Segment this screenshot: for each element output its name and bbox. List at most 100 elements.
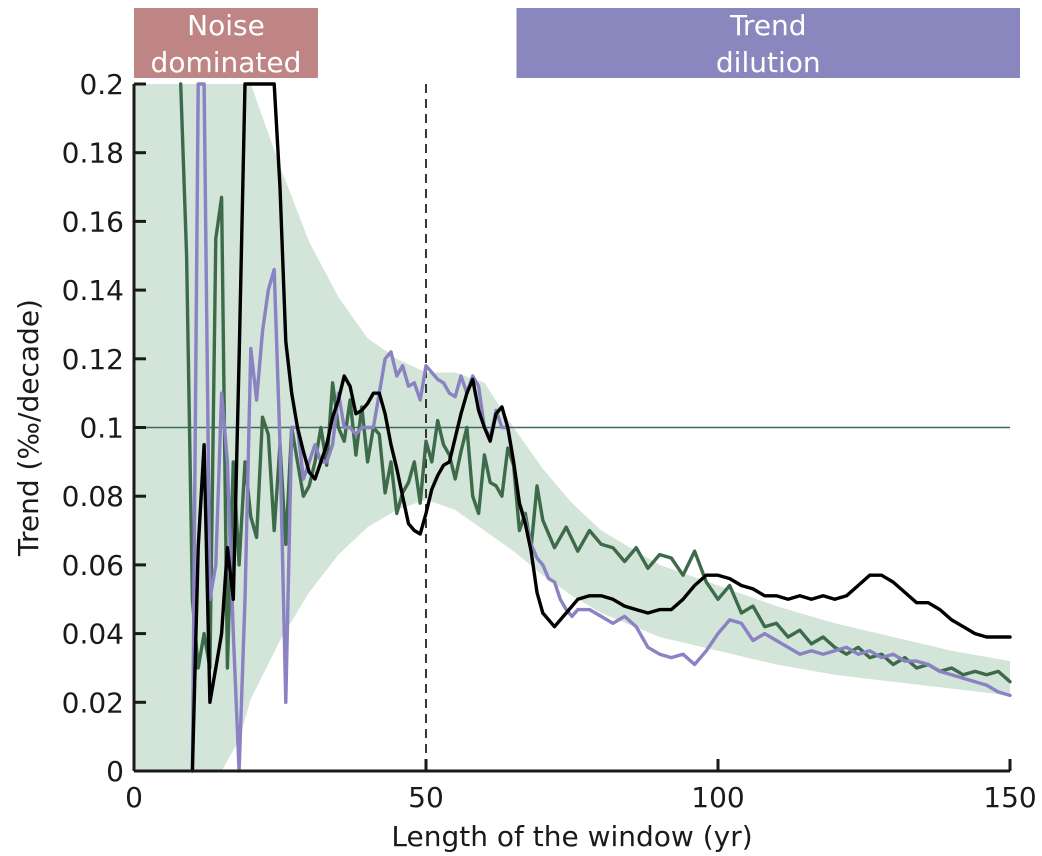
y-ticks: 0 0.02 0.04 0.06 0.08 0.1 0.12 0.14 0.16 0.18 0.2 bbox=[62, 68, 146, 788]
series-0-point bbox=[250, 516, 252, 518]
series-1-point bbox=[255, 399, 258, 401]
series-2-point bbox=[950, 619, 953, 621]
series-2-point bbox=[320, 461, 322, 463]
series-0-point bbox=[331, 382, 334, 384]
series-1-point bbox=[261, 330, 264, 333]
series-0-point bbox=[985, 674, 988, 676]
y-tick-label: 0.06 bbox=[62, 549, 124, 582]
series-2-point bbox=[302, 450, 305, 453]
series-0-point bbox=[915, 667, 918, 669]
series-0-point bbox=[524, 512, 527, 515]
x-tick-label: 150 bbox=[983, 781, 1036, 814]
series-1-point bbox=[419, 399, 422, 401]
series-2-point bbox=[787, 598, 789, 601]
series-0-point bbox=[845, 653, 848, 655]
series-0-point bbox=[273, 529, 276, 532]
series-1-point bbox=[407, 385, 410, 388]
region-label-0-1: dominated bbox=[151, 46, 302, 79]
series-2-point bbox=[728, 577, 731, 580]
series-layer bbox=[179, 82, 1012, 773]
series-2-point bbox=[483, 426, 486, 429]
series-2-point bbox=[822, 595, 824, 597]
series-0-point bbox=[466, 426, 468, 429]
series-2-point bbox=[331, 416, 334, 419]
series-1-point bbox=[904, 660, 906, 662]
series-2-point bbox=[915, 601, 918, 604]
series-0-point bbox=[215, 237, 217, 240]
y-tick-label: 0.12 bbox=[62, 343, 124, 376]
series-1-point bbox=[600, 615, 602, 618]
series-0-point bbox=[314, 461, 316, 463]
series-1-point bbox=[331, 443, 334, 446]
series-0-point bbox=[857, 646, 859, 649]
series-0-point bbox=[962, 674, 965, 676]
series-1-point bbox=[974, 680, 976, 683]
y-tick-label: 0.1 bbox=[79, 412, 124, 445]
series-2-point bbox=[407, 522, 410, 525]
series-2-point bbox=[542, 612, 544, 614]
series-2-point bbox=[238, 358, 240, 360]
series-1-point bbox=[471, 375, 474, 377]
series-2-point bbox=[471, 378, 474, 381]
series-1-point bbox=[985, 684, 988, 686]
series-1-point bbox=[355, 433, 357, 436]
series-1-point bbox=[740, 622, 743, 625]
series-2-point bbox=[267, 83, 270, 85]
series-1-point bbox=[349, 426, 351, 429]
series-2-point bbox=[226, 546, 229, 549]
series-2-point bbox=[396, 467, 398, 470]
series-1-point bbox=[220, 392, 223, 395]
series-0-point bbox=[728, 584, 731, 587]
series-2-point bbox=[343, 375, 346, 377]
series-1-point bbox=[343, 426, 346, 429]
series-2-point bbox=[985, 636, 988, 638]
series-2-point bbox=[325, 443, 328, 446]
series-0-point bbox=[752, 605, 754, 607]
series-0-point bbox=[623, 560, 626, 563]
series-2-point bbox=[612, 598, 614, 601]
series-2-point bbox=[524, 522, 527, 525]
series-1-point bbox=[279, 443, 281, 446]
series-2-point bbox=[588, 595, 591, 597]
series-2-point bbox=[939, 608, 941, 611]
series-0-point bbox=[1009, 680, 1011, 683]
series-2-point bbox=[892, 581, 894, 583]
series-0-point bbox=[834, 646, 836, 649]
series-2-point bbox=[518, 502, 521, 504]
series-0-point bbox=[302, 495, 305, 498]
series-2-point bbox=[355, 413, 357, 415]
series-1-point bbox=[997, 691, 1000, 693]
y-tick-label: 0.2 bbox=[79, 68, 124, 101]
series-0-point bbox=[460, 450, 462, 453]
series-2-point bbox=[997, 636, 1000, 638]
series-0-point bbox=[763, 625, 766, 628]
series-1-point bbox=[436, 378, 439, 381]
series-2-point bbox=[834, 598, 836, 601]
series-0-point bbox=[261, 416, 264, 419]
series-2-point bbox=[337, 399, 340, 401]
series-2-point bbox=[431, 488, 433, 491]
series-2-point bbox=[658, 608, 661, 611]
series-0-point bbox=[337, 426, 340, 429]
series-0-point bbox=[682, 574, 684, 576]
series-0-point bbox=[810, 643, 813, 645]
series-2-point bbox=[974, 632, 976, 635]
series-0-point bbox=[226, 667, 229, 669]
series-1-point bbox=[869, 650, 871, 652]
series-1-point bbox=[425, 364, 427, 367]
series-1-point bbox=[857, 653, 859, 655]
series-2-point bbox=[436, 474, 439, 477]
series-1-point bbox=[845, 646, 848, 649]
series-1-point bbox=[454, 395, 457, 398]
series-0-point bbox=[553, 546, 556, 549]
series-1-point bbox=[553, 581, 556, 583]
series-1-point bbox=[547, 577, 550, 580]
series-2-point bbox=[366, 402, 369, 405]
x-tick-label: 50 bbox=[408, 781, 444, 814]
series-1-point bbox=[571, 615, 573, 618]
series-1-point bbox=[501, 426, 503, 429]
series-1-point bbox=[442, 382, 445, 384]
series-1-point bbox=[232, 632, 235, 635]
series-1-point bbox=[612, 622, 614, 625]
series-0-point bbox=[950, 667, 953, 669]
